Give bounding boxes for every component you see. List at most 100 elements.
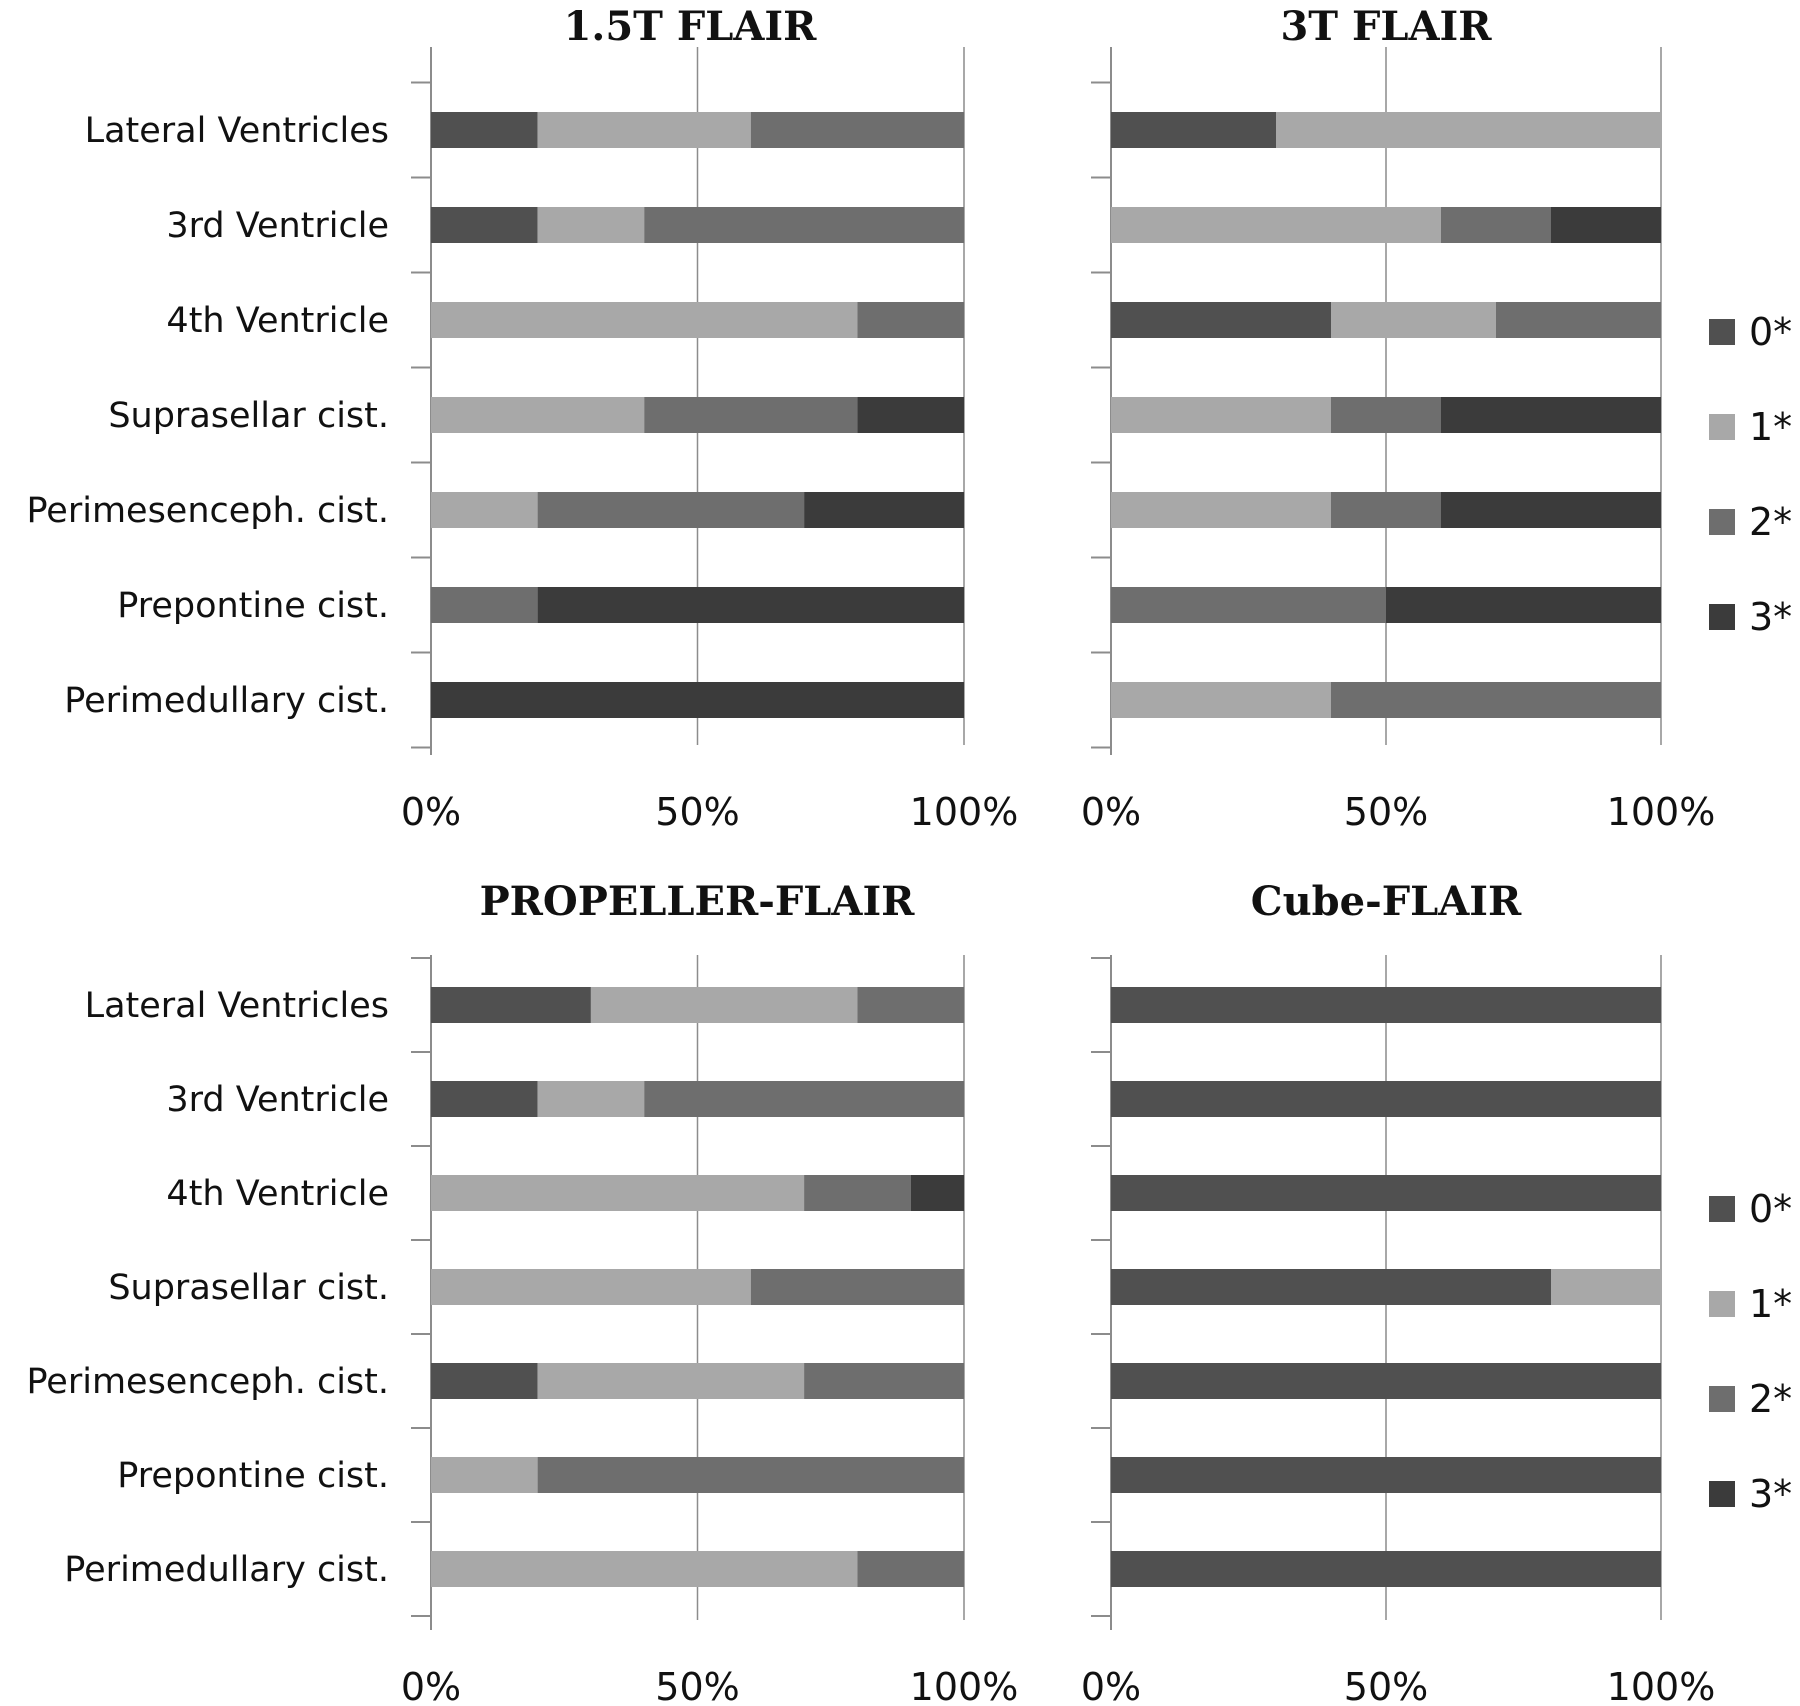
bar-segment xyxy=(644,397,858,433)
bar-segment xyxy=(537,1081,645,1117)
category-label: Perimesenceph. cist. xyxy=(26,1362,389,1402)
x-tick-label: 100% xyxy=(1607,790,1716,834)
bar-segment xyxy=(1111,397,1331,433)
bar-segment xyxy=(910,1175,964,1211)
bar-segment xyxy=(1441,492,1661,528)
bar-segment xyxy=(431,207,538,243)
category-label: 4th Ventricle xyxy=(166,301,389,341)
category-label: Lateral Ventricles xyxy=(85,986,389,1026)
bar-segment xyxy=(431,1175,805,1211)
bar-segment xyxy=(1111,302,1331,338)
bar-segment xyxy=(1111,492,1331,528)
bar-segment xyxy=(431,302,858,338)
bar-segment xyxy=(431,492,538,528)
bar-segment xyxy=(1111,1457,1661,1493)
x-tick-label: 50% xyxy=(1344,790,1428,834)
chart-panel-4: Cube-FLAIR 0% 50% 100% 0* 1* 2* 3* xyxy=(1081,878,1792,1706)
chart-title: 1.5T FLAIR xyxy=(564,3,818,50)
bar-segment xyxy=(1551,1269,1661,1305)
bar-segment xyxy=(804,1363,964,1399)
bar-segment xyxy=(857,987,964,1023)
bar-segment xyxy=(537,1457,964,1493)
legend-label: 0* xyxy=(1749,1187,1792,1231)
bar-segment xyxy=(1551,207,1661,243)
bar-segment xyxy=(431,397,645,433)
bar-segment xyxy=(1111,682,1331,718)
category-label: Suprasellar cist. xyxy=(108,1268,389,1308)
bar-segment xyxy=(804,492,964,528)
category-label: Perimedullary cist. xyxy=(64,1550,389,1590)
x-tick-label: 0% xyxy=(1081,1665,1141,1701)
bar-segment xyxy=(644,1081,964,1117)
legend-label: 2* xyxy=(1749,1377,1792,1421)
x-tick-label: 100% xyxy=(1607,1665,1716,1701)
category-label: Lateral Ventricles xyxy=(85,111,389,151)
legend-label: 1* xyxy=(1749,405,1792,449)
category-label: 3rd Ventricle xyxy=(166,1080,389,1120)
bar-segment xyxy=(431,987,591,1023)
bar-segment xyxy=(537,112,751,148)
bar-segment xyxy=(1386,587,1661,623)
x-tick-label: 100% xyxy=(910,790,1019,834)
bar-segment xyxy=(1111,1081,1661,1117)
bar-segment xyxy=(1331,492,1441,528)
bar-segment xyxy=(1331,397,1441,433)
legend-label: 3* xyxy=(1749,1472,1792,1516)
bar-segment xyxy=(804,1175,911,1211)
bar-segment xyxy=(750,1269,964,1305)
legend: 0* 1* 2* 3* xyxy=(1709,310,1792,639)
legend-swatch xyxy=(1709,1481,1735,1507)
x-tick-label: 0% xyxy=(401,1665,461,1701)
bar-segment xyxy=(431,682,964,718)
bar-segment xyxy=(431,112,538,148)
legend-swatch xyxy=(1709,1291,1735,1317)
chart-title: Cube-FLAIR xyxy=(1251,878,1522,925)
x-tick-label: 50% xyxy=(655,790,739,834)
x-tick-label: 100% xyxy=(910,1665,1019,1701)
legend-swatch xyxy=(1709,509,1735,535)
bar-segment xyxy=(1276,112,1661,148)
bar-segment xyxy=(857,1551,964,1587)
chart-panel-1: 1.5T FLAIR Lateral Ventricles 3rd Ventricl… xyxy=(26,3,1018,834)
bar-segment xyxy=(431,1363,538,1399)
bar-segment xyxy=(537,1363,805,1399)
category-label: Prepontine cist. xyxy=(117,586,389,626)
category-label: 3rd Ventricle xyxy=(166,206,389,246)
bar-segment xyxy=(1111,1175,1661,1211)
legend-label: 1* xyxy=(1749,1282,1792,1326)
x-tick-label: 50% xyxy=(1344,1665,1428,1701)
bar-segment xyxy=(1331,302,1496,338)
chart-title: 3T FLAIR xyxy=(1280,3,1492,50)
bar-segment xyxy=(431,1551,858,1587)
bar-segment xyxy=(1111,207,1441,243)
legend-swatch xyxy=(1709,1386,1735,1412)
bar-segment xyxy=(1111,112,1276,148)
category-label: Prepontine cist. xyxy=(117,1456,389,1496)
x-tick-label: 50% xyxy=(655,1665,739,1701)
bar-segment xyxy=(644,207,964,243)
legend-swatch xyxy=(1709,1196,1735,1222)
chart-title: PROPELLER-FLAIR xyxy=(480,878,916,925)
bar-segment xyxy=(1111,1269,1551,1305)
category-label: Perimesenceph. cist. xyxy=(26,491,389,531)
bar-segment xyxy=(431,587,538,623)
legend-label: 2* xyxy=(1749,500,1792,544)
bar-segment xyxy=(857,302,964,338)
bar-segment xyxy=(537,492,805,528)
bar-segment xyxy=(750,112,964,148)
chart-panel-2: 3T FLAIR 0% 50% 100% 0* 1* 2* 3* xyxy=(1081,3,1792,834)
bar-segment xyxy=(1496,302,1661,338)
x-tick-label: 0% xyxy=(1081,790,1141,834)
legend-swatch xyxy=(1709,319,1735,345)
bar-segment xyxy=(1441,207,1551,243)
bar-segment xyxy=(857,397,964,433)
category-label: 4th Ventricle xyxy=(166,1174,389,1214)
bar-segment xyxy=(1331,682,1661,718)
bar-segment xyxy=(537,207,645,243)
bar-segment xyxy=(1111,1363,1661,1399)
bar-segment xyxy=(1111,1551,1661,1587)
legend: 0* 1* 2* 3* xyxy=(1709,1187,1792,1516)
legend-label: 3* xyxy=(1749,595,1792,639)
